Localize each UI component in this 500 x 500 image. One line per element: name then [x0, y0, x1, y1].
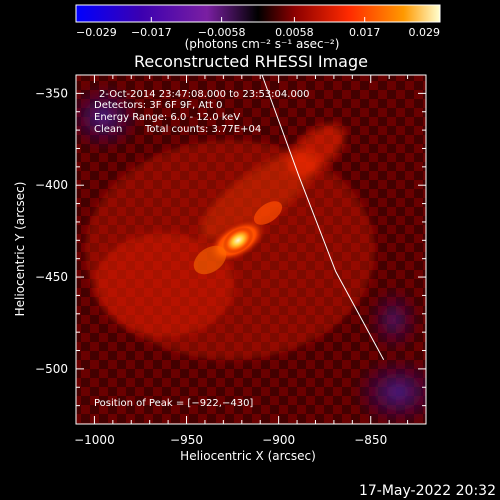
axis-ticks: −1000 −950 −900 −850 −350 −400 −450 −500	[35, 74, 427, 447]
clean-annotation: Clean	[94, 124, 122, 135]
lower-bright-lobe	[193, 245, 227, 275]
colorbar-unit-label: (photons cm⁻² s⁻¹ asec⁻²)	[185, 37, 340, 51]
bluish-region-right	[366, 286, 422, 354]
colorbar-tick-label: 0.029	[409, 26, 441, 39]
upper-bright-lobe	[253, 201, 283, 225]
colorbar-tick-label: −0.029	[76, 26, 117, 39]
x-axis-tick-label: −1000	[74, 433, 115, 447]
energy-range-annotation: Energy Range: 6.0 - 12.0 keV	[94, 112, 240, 123]
total-counts-annotation: Total counts: 3.77E+04	[144, 124, 261, 135]
colorbar: −0.029 −0.017 −0.0058 0.0058 0.017 0.029 (pho…	[75, 4, 441, 51]
plot-annotations: 2-Oct-2014 23:47:08.000 to 23:53:04.000 …	[94, 89, 310, 409]
y-axis-tick-label: −500	[35, 362, 68, 376]
colorbar-tick-label: −0.017	[131, 26, 172, 39]
solar-limb-curve	[261, 74, 385, 360]
heatmap-image-layers	[76, 75, 426, 424]
y-axis-label: Heliocentric Y (arcsec)	[13, 182, 27, 317]
peak-emission-core	[222, 227, 254, 254]
colorbar-tick-label: 0.0058	[275, 26, 314, 39]
colorbar-ticks: −0.029 −0.017 −0.0058 0.0058 0.017 0.029	[75, 17, 441, 39]
plot-border	[75, 74, 427, 425]
colorbar-tick-label: −0.0058	[198, 26, 246, 39]
colorbar-gradient-bar	[75, 4, 441, 23]
chart-title: Reconstructed RHESSI Image	[134, 52, 368, 71]
heatmap-plot-area: −1000 −950 −900 −850 −350 −400 −450 −500	[35, 74, 427, 447]
y-axis-tick-label: −350	[35, 86, 68, 100]
y-axis-tick-label: −400	[35, 178, 68, 192]
peak-position-annotation: Position of Peak = [−922,−430]	[94, 398, 253, 409]
x-axis-tick-label: −850	[354, 433, 387, 447]
x-axis-label: Heliocentric X (arcsec)	[180, 449, 316, 463]
upper-limb-emission	[287, 124, 345, 176]
bluish-region-top-left	[76, 83, 141, 151]
diagonal-emission-ridge	[201, 150, 319, 240]
x-axis-tick-label: −900	[262, 433, 295, 447]
colorbar-tick-label: 0.017	[349, 26, 381, 39]
y-axis-tick-label: −450	[35, 270, 68, 284]
detectors-annotation: Detectors: 3F 6F 9F, Att 0	[94, 100, 222, 111]
bluish-region-bottom-right	[353, 356, 426, 424]
x-axis-tick-label: −950	[170, 433, 203, 447]
time-range-annotation: 2-Oct-2014 23:47:08.000 to 23:53:04.000	[99, 89, 310, 100]
footer-date: 17-May-2022 20:32	[359, 483, 496, 499]
